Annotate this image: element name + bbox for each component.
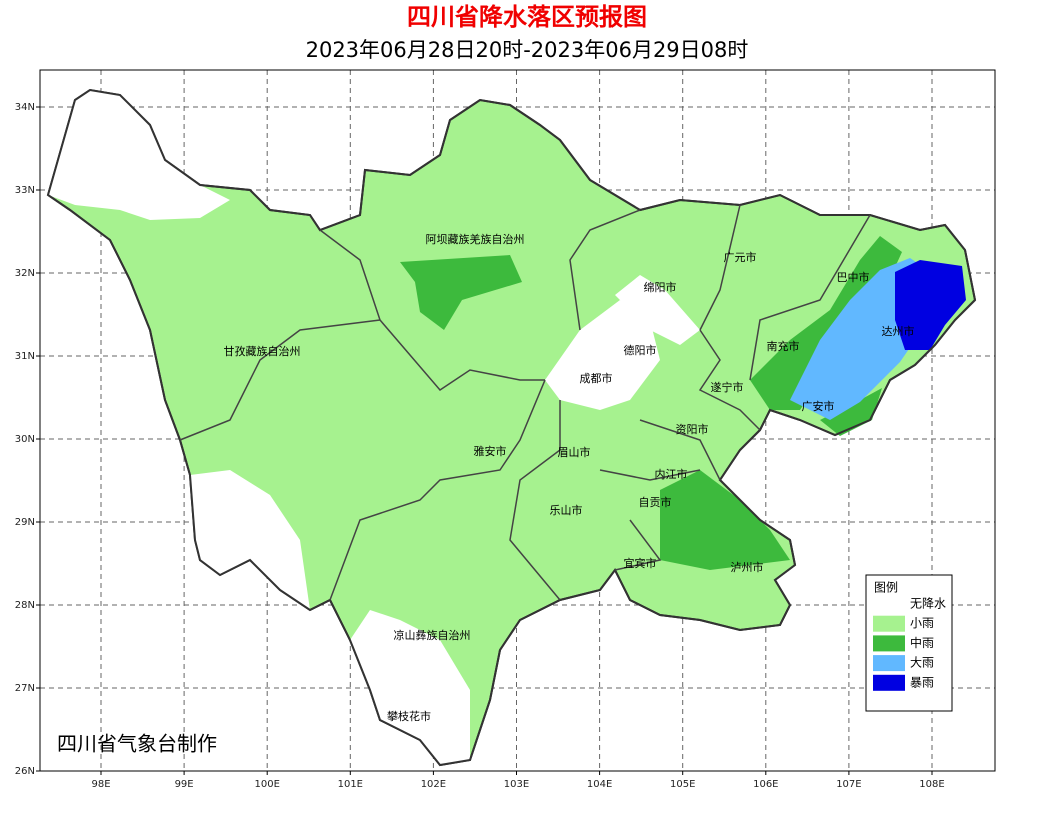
place-label: 宜宾市	[624, 556, 657, 570]
place-label: 自贡市	[639, 495, 672, 509]
subtitle: 2023年06月28日20时-2023年06月29日08时	[306, 38, 749, 62]
lat-tick-label: 27N	[15, 683, 35, 694]
lon-tick-label: 100E	[254, 779, 279, 790]
lat-tick-label: 29N	[15, 517, 35, 528]
lat-tick-label: 28N	[15, 600, 35, 611]
lon-tick-label: 108E	[919, 779, 944, 790]
no-rain-area	[48, 90, 230, 220]
legend-title: 图例	[874, 581, 898, 595]
place-label: 巴中市	[837, 270, 870, 284]
place-label: 阿坝藏族羌族自治州	[426, 232, 525, 246]
moderate-rain-area	[820, 388, 882, 436]
lon-tick-label: 102E	[421, 779, 446, 790]
no-rain-area	[545, 300, 660, 410]
no-rain-area	[350, 610, 470, 765]
place-label: 甘孜藏族自治州	[224, 344, 301, 358]
moderate-rain-area	[400, 255, 522, 330]
place-label: 内江市	[655, 467, 688, 481]
place-label: 攀枝花市	[387, 709, 431, 723]
lat-tick-label: 31N	[15, 351, 35, 362]
place-label: 广元市	[724, 250, 757, 264]
place-label: 雅安市	[474, 444, 507, 458]
title: 四川省降水落区预报图	[407, 3, 647, 31]
moderate-rain-area	[750, 236, 902, 410]
legend-swatch	[873, 655, 905, 672]
lon-tick-label: 105E	[670, 779, 695, 790]
place-label: 泸州市	[731, 560, 764, 574]
place-label: 广安市	[802, 399, 835, 413]
lat-tick-label: 33N	[15, 185, 35, 196]
lon-tick-label: 101E	[338, 779, 363, 790]
credit: 四川省气象台制作	[57, 732, 217, 756]
place-label: 眉山市	[558, 445, 591, 459]
place-label: 乐山市	[550, 503, 583, 517]
prefecture-borders	[179, 204, 871, 601]
place-label: 达州市	[882, 324, 915, 338]
lon-tick-label: 103E	[504, 779, 529, 790]
rainstorm-area	[895, 260, 966, 350]
lat-tick-label: 26N	[15, 766, 35, 777]
legend-swatch	[873, 615, 905, 632]
lat-tick-label: 34N	[15, 102, 35, 113]
place-label: 凉山彝族自治州	[394, 628, 471, 642]
lat-tick-label: 30N	[15, 434, 35, 445]
lon-tick-label: 106E	[753, 779, 778, 790]
frame	[39, 69, 996, 772]
place-label: 德阳市	[624, 343, 657, 357]
place-labels: 阿坝藏族羌族自治州 广元市 巴中市 绵阳市 达州市 甘孜藏族自治州 南充市 德阳…	[224, 232, 915, 723]
place-label: 成都市	[580, 371, 613, 385]
legend-swatch	[873, 635, 905, 652]
lat-tick-label: 32N	[15, 268, 35, 279]
place-label: 遂宁市	[711, 380, 744, 394]
place-label: 绵阳市	[644, 280, 677, 294]
legend-label: 暴雨	[910, 675, 934, 689]
legend-label: 大雨	[910, 656, 934, 670]
legend-swatch	[873, 596, 905, 612]
lon-tick-label: 107E	[836, 779, 861, 790]
lon-tick-label: 98E	[91, 779, 110, 790]
precip-map	[46, 88, 977, 767]
legend-label: 中雨	[910, 635, 934, 650]
moderate-rain-area	[660, 470, 790, 570]
lon-tick-label: 99E	[175, 779, 194, 790]
place-label: 南充市	[767, 339, 800, 353]
legend-label: 无降水	[910, 597, 946, 611]
legend-swatch	[873, 674, 905, 691]
no-rain-area	[615, 275, 700, 345]
place-label: 资阳市	[676, 422, 709, 436]
lon-tick-label: 104E	[587, 779, 612, 790]
legend-label: 小雨	[910, 616, 934, 630]
